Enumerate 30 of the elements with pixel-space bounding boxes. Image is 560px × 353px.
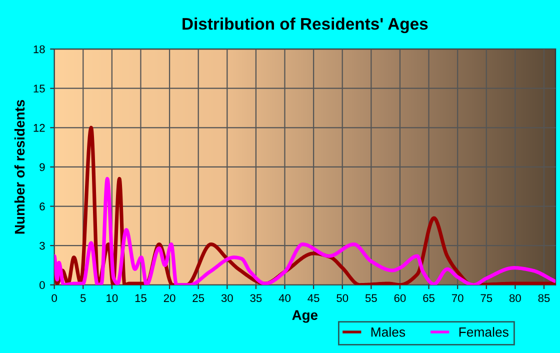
x-tick-label: 40 (278, 294, 290, 302)
x-tick-label: 75 (480, 294, 492, 302)
chart-title: Distribution of Residents' Ages (182, 18, 428, 34)
x-tick-label: 70 (452, 294, 464, 302)
x-tick-label: 20 (164, 294, 176, 302)
y-tick-label: 6 (40, 202, 45, 210)
x-tick-label: 60 (394, 294, 406, 302)
x-tick-label: 55 (365, 294, 377, 302)
y-tick-label: 0 (40, 281, 45, 290)
y-tick-label: 15 (34, 84, 45, 93)
x-tick-label: 30 (221, 294, 233, 302)
x-tick-label: 85 (538, 294, 550, 302)
y-tick-label: 12 (34, 124, 45, 132)
x-tick-label: 5 (80, 294, 86, 302)
x-tick-label: 10 (106, 294, 118, 302)
x-tick-label: 45 (308, 294, 320, 302)
y-tick-label: 18 (34, 45, 45, 54)
x-tick-label: 25 (192, 294, 204, 302)
x-tick-label: 35 (250, 294, 262, 302)
x-tick-label: 50 (336, 294, 348, 302)
y-tick-label: 3 (40, 242, 45, 250)
y-tick-label: 9 (40, 163, 45, 172)
x-tick-label: 65 (423, 294, 434, 302)
x-axis-title: Age (292, 310, 318, 323)
legend-label: Females (459, 327, 508, 337)
y-axis-title: Number of residents (14, 100, 25, 234)
x-tick-label: 0 (52, 294, 57, 302)
x-tick-label: 15 (135, 294, 146, 302)
legend-label: Males (371, 327, 406, 337)
x-tick-label: 80 (509, 294, 521, 302)
